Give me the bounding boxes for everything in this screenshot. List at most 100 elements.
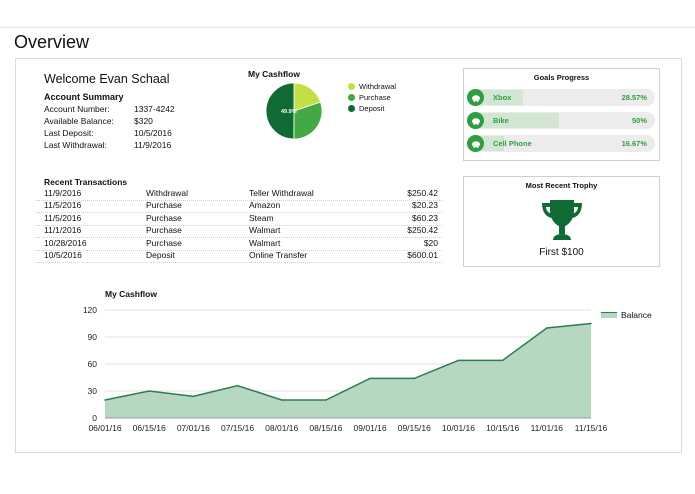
- data-point: [546, 327, 548, 329]
- summary-label: Last Withdrawal:: [44, 140, 107, 150]
- transaction-date: 11/9/2016: [44, 188, 82, 198]
- piggy-bank-icon: [467, 112, 484, 129]
- goal-progress-fill: [476, 113, 559, 128]
- transaction-description: Teller Withdrawal: [249, 188, 314, 198]
- legend-dot: [348, 105, 355, 112]
- transaction-description: Walmart: [249, 237, 281, 248]
- page-title: Overview: [14, 32, 90, 52]
- transaction-description: Walmart: [249, 225, 281, 236]
- data-point: [104, 399, 106, 401]
- cashflow-pie-chart: 49.9%: [265, 82, 323, 140]
- transaction-date: 10/28/2016: [44, 237, 87, 248]
- transaction-amount: $60.23: [412, 212, 438, 223]
- pie-legend-withdrawal: Withdrawal: [348, 82, 396, 91]
- legend-swatch: [601, 312, 617, 318]
- transaction-row: 10/5/2016 Deposit Online Transfer $600.01: [36, 250, 442, 263]
- goal-progress-bar: Bike 50%: [467, 112, 655, 129]
- transaction-type: Purchase: [146, 212, 182, 223]
- trophy-name: First $100: [539, 247, 584, 258]
- goal-progress-bar: Cell Phone 16.67%: [467, 135, 655, 152]
- y-tick-label: 90: [88, 332, 98, 342]
- recent-trophy-card: Most Recent Trophy First $100: [463, 176, 660, 267]
- goal-percent: 50%: [631, 116, 647, 125]
- data-point: [192, 395, 195, 398]
- pie-legend-purchase: Purchase: [348, 93, 391, 102]
- data-point: [148, 390, 150, 392]
- x-tick-label: 06/01/16: [88, 423, 121, 433]
- x-tick-label: 09/01/16: [354, 423, 387, 433]
- x-tick-label: 11/15/16: [575, 423, 608, 433]
- transaction-type: Deposit: [146, 250, 175, 260]
- top-divider: [0, 27, 695, 28]
- transaction-type: Withdrawal: [146, 188, 189, 198]
- legend-dot: [348, 94, 355, 101]
- cashflow-chart-title: My Cashflow: [105, 289, 157, 299]
- data-point: [413, 377, 416, 380]
- legend-label: Withdrawal: [359, 82, 397, 91]
- goal-progress-fill: [476, 90, 524, 105]
- goal-percent: 16.67%: [621, 139, 647, 148]
- recent-transactions-title: Recent Transactions: [44, 177, 128, 187]
- legend-label: Purchase: [359, 93, 391, 102]
- transaction-amount: $250.42: [407, 188, 438, 198]
- summary-value: 10/5/2016: [134, 128, 172, 138]
- overview-panel: [15, 58, 682, 453]
- goals-title: Goals Progress: [533, 73, 590, 82]
- transaction-description: Amazon: [249, 200, 281, 211]
- transaction-row: 11/5/2016 Purchase Steam $60.23: [36, 213, 442, 226]
- x-tick-label: 06/15/16: [133, 423, 166, 433]
- summary-label: Last Deposit:: [44, 128, 94, 138]
- y-tick-label: 30: [88, 386, 98, 396]
- data-point: [457, 359, 460, 362]
- legend-label: Deposit: [359, 104, 385, 113]
- transaction-date: 11/5/2016: [44, 200, 82, 211]
- data-point: [590, 322, 592, 325]
- summary-value: $320: [134, 116, 153, 126]
- transaction-amount: $250.42: [407, 225, 438, 236]
- balance-area-chart: 0 30 60 90 120 06/01/16 06/15/16 07/01/16 07/15/…: [83, 305, 608, 433]
- piggy-bank-icon: [467, 89, 484, 106]
- x-tick-label: 10/15/16: [486, 423, 519, 433]
- data-point: [325, 399, 327, 401]
- data-point: [369, 377, 371, 380]
- summary-label: Available Balance:: [44, 116, 114, 126]
- goal-name: Xbox: [493, 93, 512, 102]
- y-tick-label: 120: [83, 305, 97, 315]
- summary-value: 1337-4242: [134, 104, 175, 114]
- data-point: [236, 384, 239, 387]
- goal-percent: 28.57%: [621, 93, 647, 102]
- transaction-amount: $20.23: [412, 200, 438, 211]
- transaction-description: Online Transfer: [249, 250, 308, 260]
- transaction-row: 10/28/2016 Purchase Walmart $20: [36, 238, 442, 251]
- pie-center-label: 49.9%: [281, 109, 297, 115]
- trophy-title: Most Recent Trophy: [525, 181, 598, 190]
- goals-progress-card: Goals Progress Xbox 28.57% Bike 50% Cell Pho…: [463, 68, 660, 161]
- x-tick-label: 07/15/16: [221, 423, 254, 433]
- data-point: [501, 359, 504, 362]
- transaction-row: 11/1/2016 Purchase Walmart $250.42: [36, 225, 442, 239]
- x-tick-label: 09/15/16: [398, 423, 431, 433]
- balance-line: [104, 322, 592, 401]
- trophy-icon: [542, 200, 582, 240]
- x-tick-label: 11/01/16: [531, 423, 564, 433]
- x-tick-label: 07/01/16: [177, 423, 210, 433]
- pie-slice-purchase: [293, 101, 323, 140]
- transaction-date: 10/5/2016: [44, 250, 82, 260]
- data-point: [280, 399, 283, 401]
- goal-name: Cell Phone: [493, 139, 532, 148]
- balance-area: [105, 323, 591, 418]
- transaction-date: 11/1/2016: [44, 225, 82, 236]
- chart-legend: Balance: [601, 310, 652, 320]
- summary-value: 11/9/2016: [134, 140, 172, 150]
- pie-slice-deposit: [265, 82, 295, 140]
- y-tick-label: 60: [88, 359, 98, 369]
- transaction-date: 11/5/2016: [44, 212, 82, 223]
- x-tick-label: 10/01/16: [442, 423, 475, 433]
- transaction-amount: $20: [423, 237, 438, 248]
- account-summary-title: Account Summary: [44, 92, 124, 102]
- transaction-amount: $600.01: [407, 250, 438, 260]
- pie-chart-title: My Cashflow: [248, 69, 300, 79]
- welcome-heading: Welcome Evan Schaal: [44, 72, 170, 86]
- transaction-type: Purchase: [146, 200, 182, 211]
- transaction-row: 11/9/2016 Withdrawal Teller Withdrawal $250…: [36, 188, 442, 201]
